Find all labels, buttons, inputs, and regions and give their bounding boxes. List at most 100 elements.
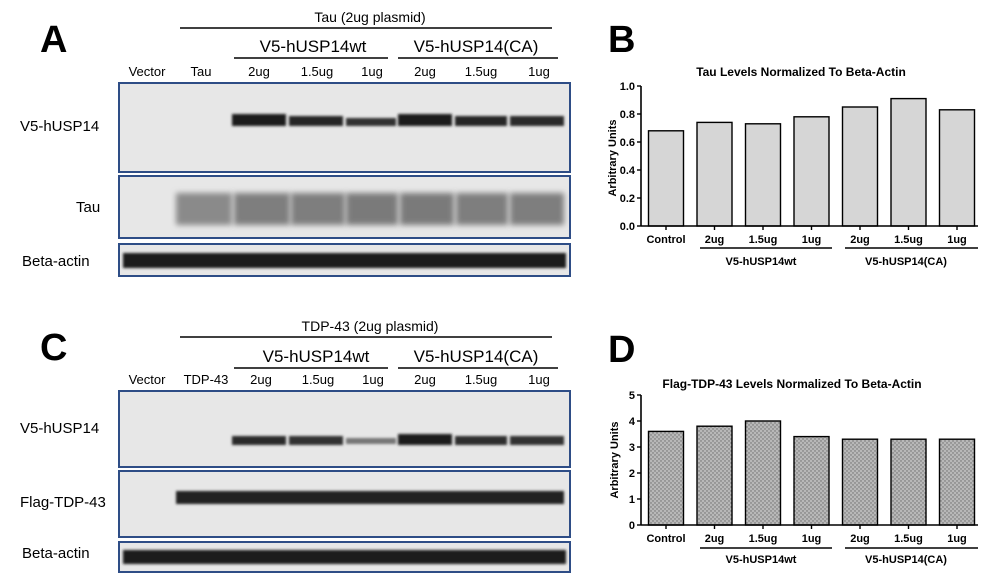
chart-b: Tau Levels Normalized To Beta-Actin Arbi… [607, 65, 978, 268]
blot-c-row-label: Flag-TDP-43 [20, 494, 106, 511]
band [398, 114, 452, 126]
bar [696, 121, 733, 227]
band [176, 491, 564, 504]
blot-a-strip-usp14 [118, 82, 571, 173]
chart-b-yticks: 0.0 0.2 0.4 0.6 0.8 1.0 [620, 81, 641, 233]
blot-a-lane: 1ug [361, 64, 383, 79]
band [400, 193, 454, 225]
band [291, 193, 345, 225]
blot-a-lane: Tau [191, 64, 212, 79]
band [398, 434, 452, 445]
blot-a-header: Tau (2ug plasmid) [314, 9, 425, 25]
y-tick-label: 1.0 [620, 81, 635, 93]
band [176, 193, 232, 225]
blot-a-lane: 1ug [528, 64, 550, 79]
y-tick-label: 3 [629, 442, 635, 454]
x-tick-label: 1ug [802, 234, 822, 246]
band [510, 193, 564, 225]
y-tick-label: 0.6 [620, 137, 635, 149]
x-tick-label: 1.5ug [749, 234, 778, 246]
band [123, 253, 566, 268]
blot-c-lane: 1.5ug [465, 372, 498, 387]
bar [647, 430, 685, 526]
y-tick-label: 0.0 [620, 221, 635, 233]
band [346, 118, 396, 126]
y-tick-label: 0.2 [620, 193, 635, 205]
blot-a-lane: 2ug [248, 64, 270, 79]
band [289, 436, 343, 445]
blot-a-group-wt: V5-hUSP14wt [260, 37, 367, 56]
blot-c-lane: 1ug [528, 372, 550, 387]
bar [744, 420, 782, 526]
blot-c-row-label: Beta-actin [22, 545, 90, 562]
blot-c-row-label: V5-hUSP14 [20, 420, 99, 437]
blot-c-group-wt: V5-hUSP14wt [263, 347, 370, 366]
bar [890, 438, 927, 526]
blot-a-row-label: V5-hUSP14 [20, 118, 99, 135]
x-tick-label: 1ug [947, 234, 967, 246]
y-tick-label: 5 [629, 390, 635, 402]
blot-a-row-label: Beta-actin [22, 253, 90, 270]
y-tick-label: 2 [629, 468, 635, 480]
band [234, 193, 290, 225]
blot-c-strip-usp14 [118, 390, 571, 468]
x-tick-label: Control [646, 234, 685, 246]
y-tick-label: 0.4 [620, 165, 636, 177]
bar [793, 116, 830, 227]
bar [744, 123, 782, 227]
bar [696, 425, 733, 526]
blot-a-row-label: Tau [76, 199, 100, 216]
y-tick-label: 0 [629, 520, 635, 532]
x-tick-label: 1.5ug [894, 234, 923, 246]
bar [938, 109, 976, 227]
chart-d-group-wt: V5-hUSP14wt [726, 554, 797, 566]
bar [841, 106, 879, 227]
chart-b-bars [647, 97, 976, 227]
band [510, 116, 564, 126]
band [455, 436, 507, 445]
x-tick-label: 1.5ug [749, 533, 778, 545]
x-tick-label: 1ug [802, 533, 822, 545]
blot-a-lane: 1.5ug [465, 64, 498, 79]
band [455, 116, 507, 126]
bar [793, 435, 830, 526]
chart-d-bars [647, 420, 976, 526]
blot-c-lane: 2ug [250, 372, 272, 387]
blot-a-group-ca: V5-hUSP14(CA) [414, 37, 539, 56]
blot-c-lane: 2ug [414, 372, 436, 387]
panel-letter-b: B [608, 19, 635, 61]
band [456, 193, 508, 225]
chart-b-group-wt: V5-hUSP14wt [726, 256, 797, 268]
x-tick-label: 2ug [705, 533, 725, 545]
blot-c-lane: Vector [129, 372, 167, 387]
x-tick-label: 1ug [947, 533, 967, 545]
chart-b-title: Tau Levels Normalized To Beta-Actin [696, 65, 906, 79]
band [289, 116, 343, 126]
panel-letter-d: D [608, 329, 635, 371]
blot-a-lane: 2ug [414, 64, 436, 79]
chart-d-group-ca: V5-hUSP14(CA) [865, 554, 947, 566]
blot-c-header: TDP-43 (2ug plasmid) [302, 318, 439, 334]
y-tick-label: 1 [629, 494, 635, 506]
y-tick-label: 0.8 [620, 109, 635, 121]
blot-c: TDP-43 (2ug plasmid) V5-hUSP14wt V5-hUSP… [20, 318, 571, 573]
x-tick-label: 2ug [705, 234, 725, 246]
chart-d-xticks: Control 2ug 1.5ug 1ug 2ug 1.5ug 1ug [646, 525, 967, 545]
blot-c-lane: 1.5ug [302, 372, 335, 387]
band [123, 550, 566, 564]
chart-d-ylabel: Arbitrary Units [609, 421, 621, 498]
x-tick-label: Control [646, 533, 685, 545]
blot-c-lane: TDP-43 [184, 372, 229, 387]
chart-d-title: Flag-TDP-43 Levels Normalized To Beta-Ac… [662, 377, 921, 391]
band [232, 114, 286, 126]
panel-letter-c: C [40, 327, 67, 369]
x-tick-label: 1.5ug [894, 533, 923, 545]
band [346, 193, 398, 225]
x-tick-label: 2ug [850, 234, 870, 246]
panel-letter-a: A [40, 19, 67, 61]
chart-b-xticks: Control 2ug 1.5ug 1ug 2ug 1.5ug 1ug [646, 226, 967, 246]
bar [647, 130, 685, 227]
bar [938, 438, 976, 526]
band [510, 436, 564, 445]
